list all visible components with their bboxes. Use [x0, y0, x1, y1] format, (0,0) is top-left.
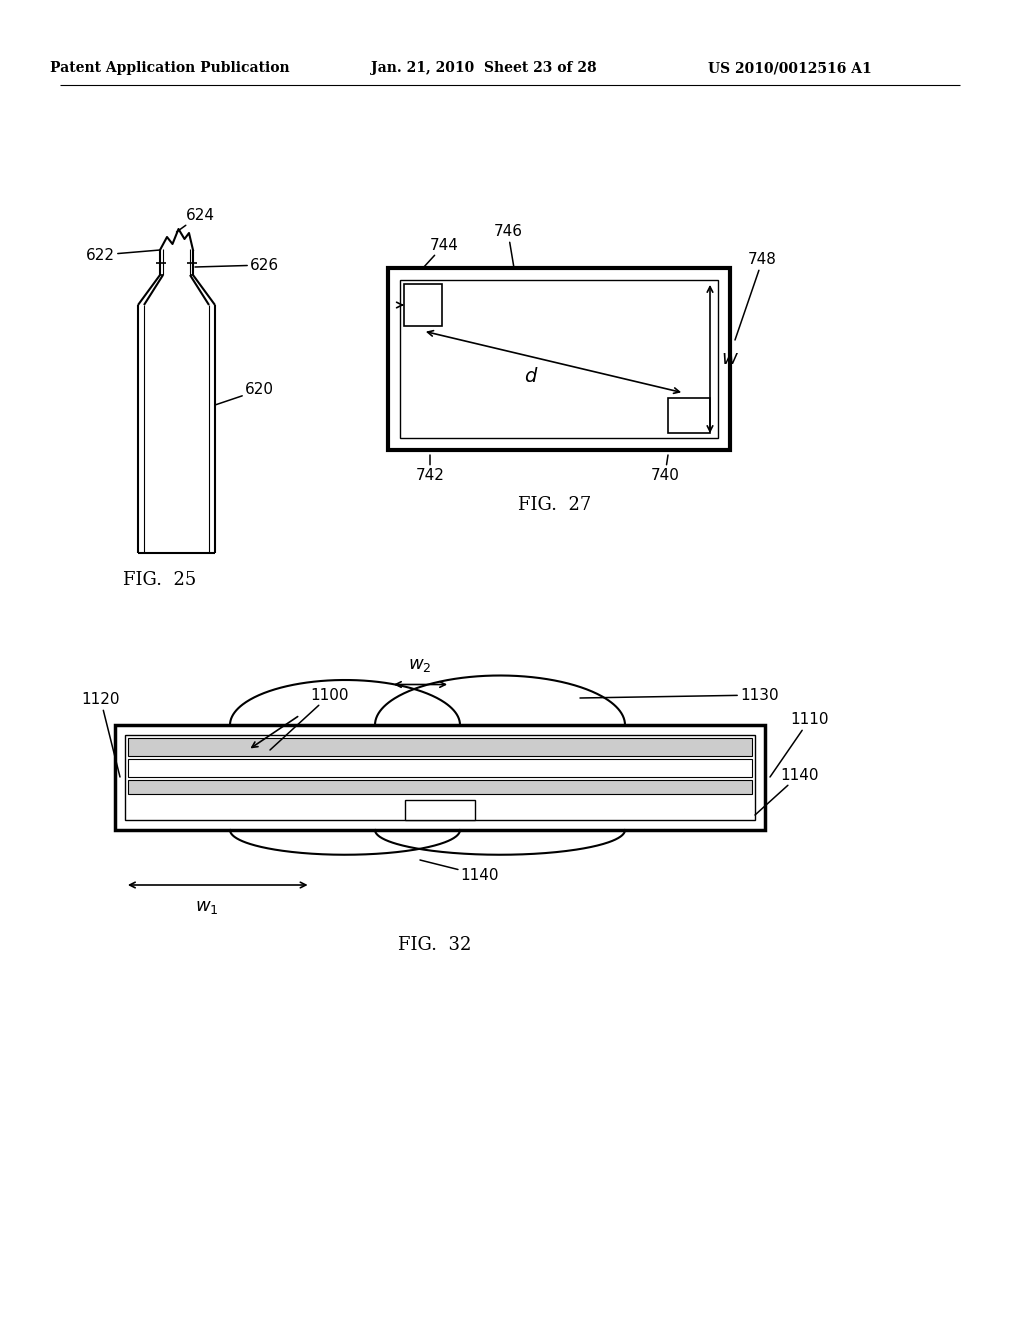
Text: 620: 620 — [215, 383, 274, 405]
Text: 1110: 1110 — [770, 713, 828, 777]
Text: 1100: 1100 — [270, 688, 349, 750]
Text: FIG.  25: FIG. 25 — [123, 572, 197, 589]
Text: US 2010/0012516 A1: US 2010/0012516 A1 — [709, 61, 871, 75]
Text: FIG.  27: FIG. 27 — [518, 496, 592, 513]
Text: 1130: 1130 — [580, 688, 778, 702]
Bar — [404, 284, 442, 326]
Text: 1120: 1120 — [82, 693, 120, 777]
Bar — [115, 725, 765, 830]
Text: 742: 742 — [416, 455, 444, 483]
Bar — [400, 280, 718, 438]
Text: 744: 744 — [423, 238, 459, 268]
Text: $w$: $w$ — [721, 350, 739, 368]
Text: 1140: 1140 — [755, 767, 818, 814]
Text: FIG.  32: FIG. 32 — [398, 936, 472, 954]
Text: 624: 624 — [176, 207, 214, 232]
Text: $w_2$: $w_2$ — [409, 656, 432, 673]
Bar — [128, 738, 752, 756]
Text: 748: 748 — [735, 252, 777, 341]
Text: Jan. 21, 2010  Sheet 23 of 28: Jan. 21, 2010 Sheet 23 of 28 — [371, 61, 597, 75]
Bar — [388, 268, 730, 450]
Text: $w_1$: $w_1$ — [196, 898, 219, 916]
Text: 622: 622 — [86, 248, 160, 263]
Text: 626: 626 — [195, 257, 280, 272]
Bar — [125, 735, 755, 820]
Bar — [128, 780, 752, 795]
Bar — [406, 800, 475, 820]
Bar — [128, 759, 752, 777]
Text: 740: 740 — [650, 455, 680, 483]
Text: 1140: 1140 — [420, 861, 500, 883]
Text: 746: 746 — [494, 224, 522, 268]
Bar — [668, 399, 710, 433]
Text: Patent Application Publication: Patent Application Publication — [50, 61, 290, 75]
Text: $d$: $d$ — [523, 367, 539, 387]
